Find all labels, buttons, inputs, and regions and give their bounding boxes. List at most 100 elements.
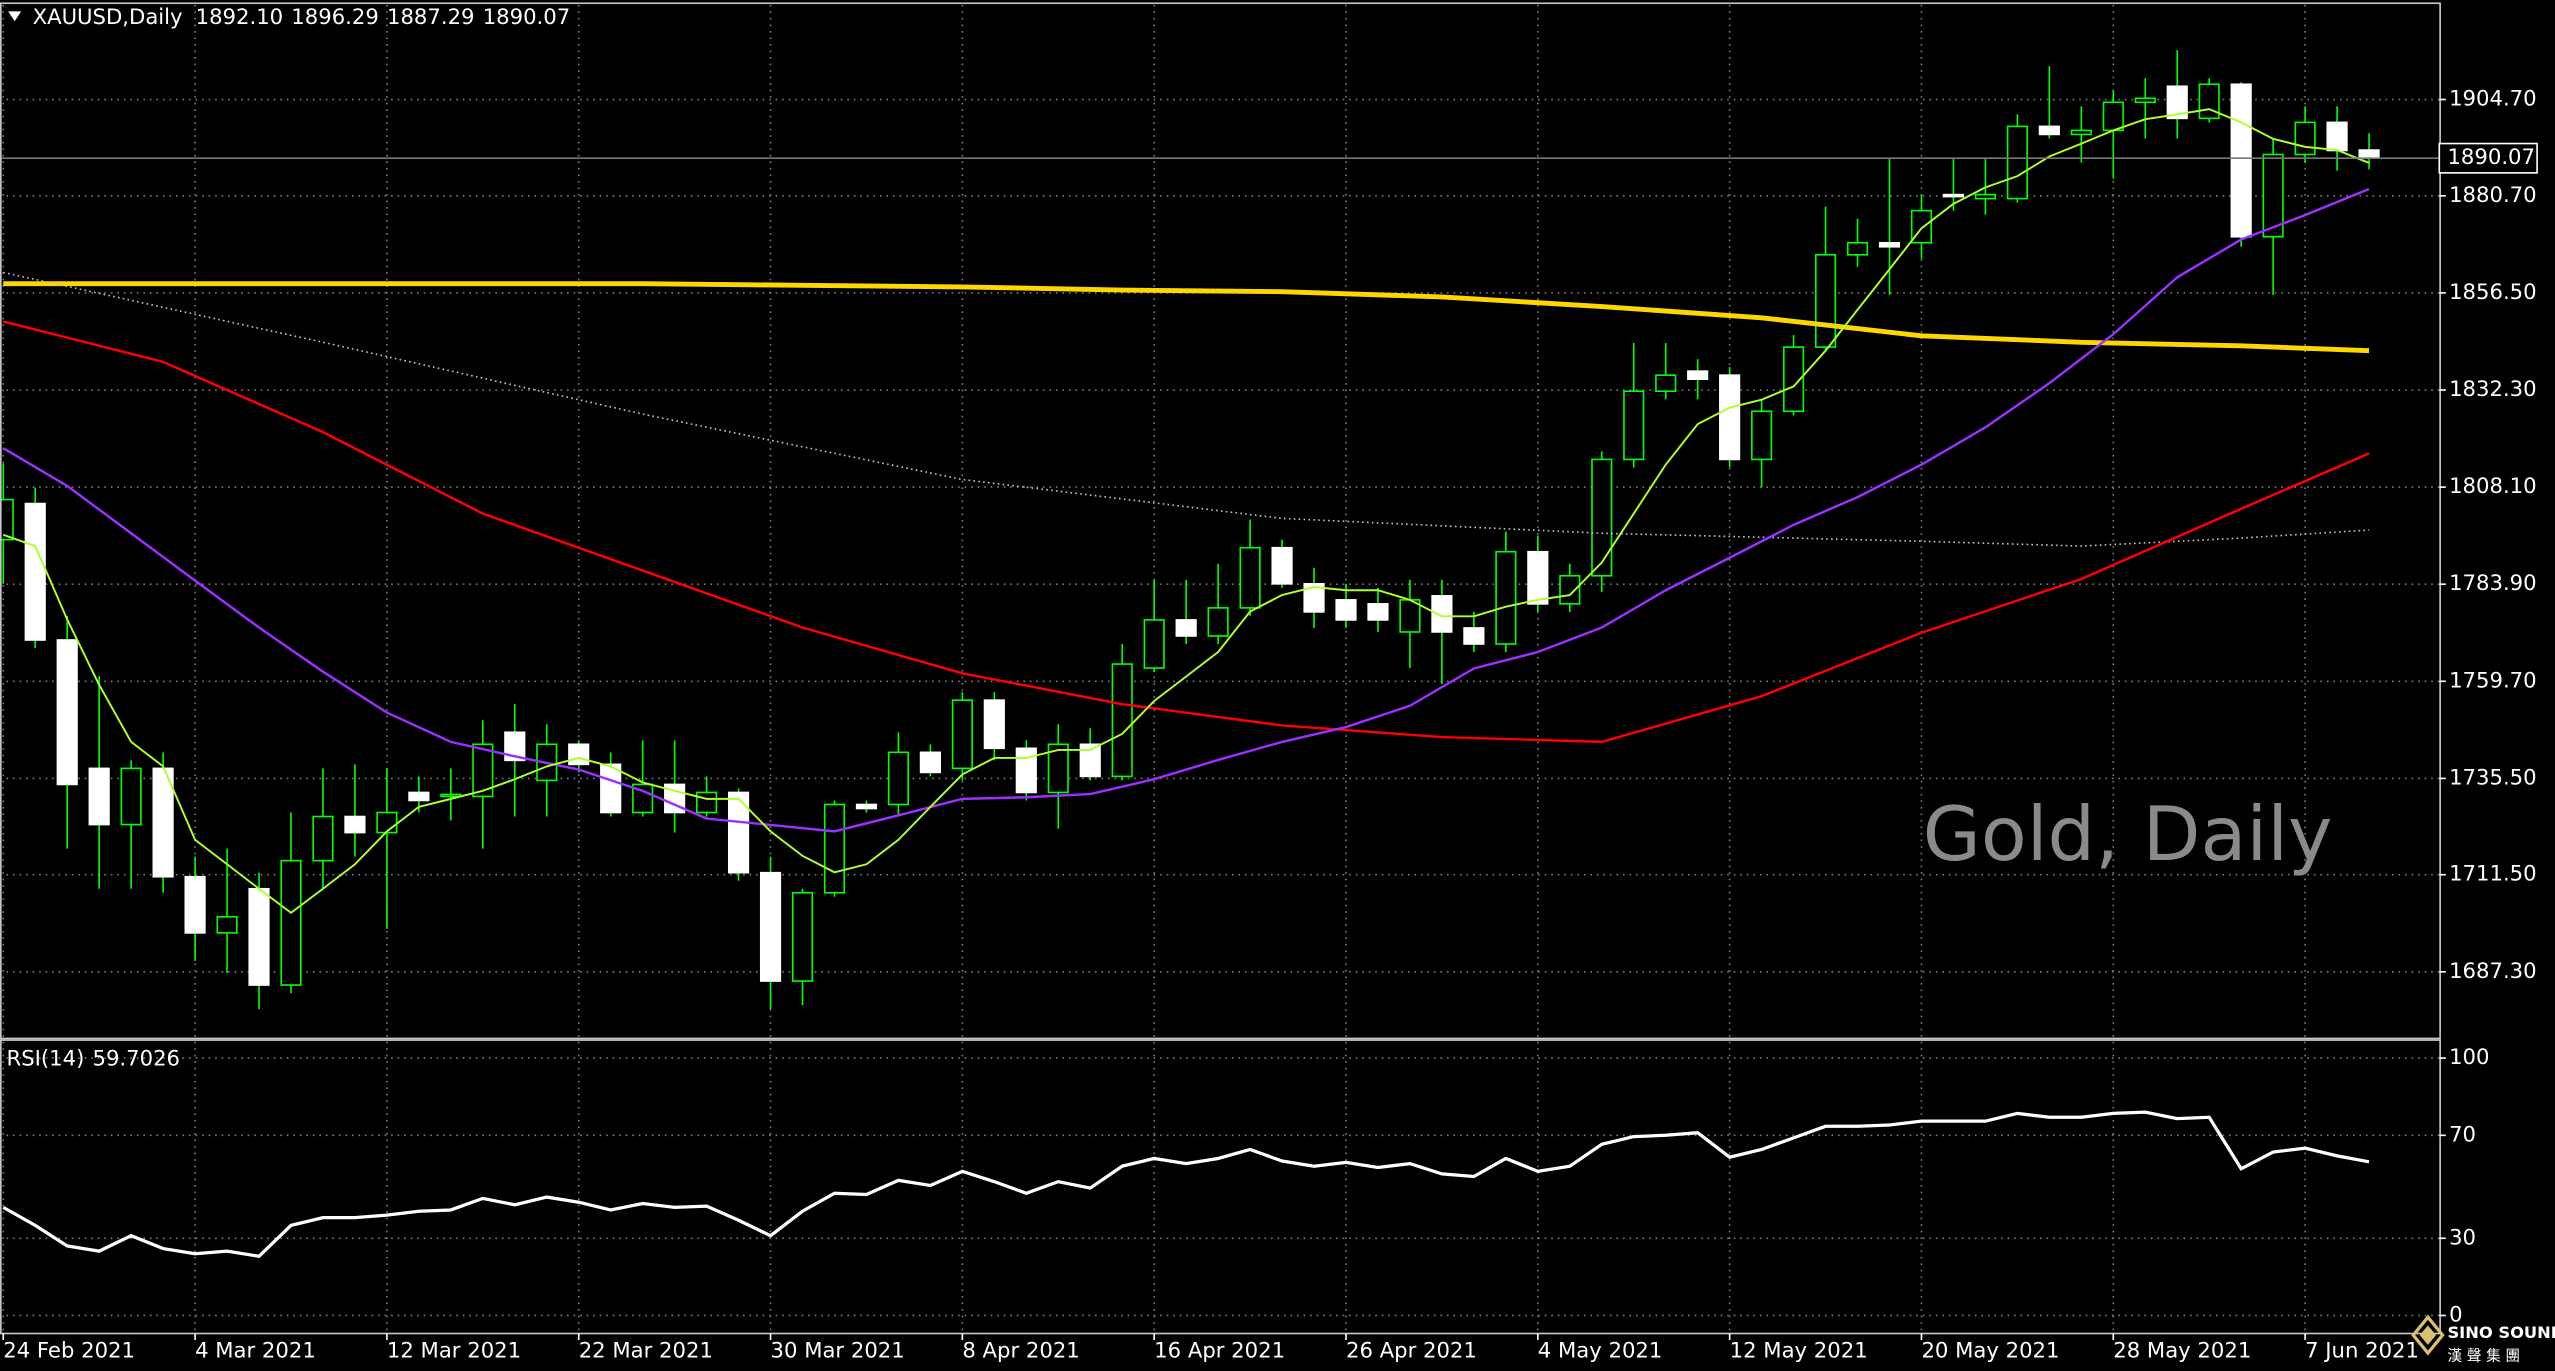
candle-body: [1143, 619, 1165, 669]
candle-body: [0, 498, 14, 541]
candle-body: [632, 783, 654, 814]
candle-body: [1335, 599, 1357, 621]
close-value: 1890.07: [483, 4, 571, 29]
candle-body: [88, 767, 110, 826]
x-tick-label: 8 Apr 2021: [962, 1337, 1079, 1362]
chart-header: XAUUSD,Daily 1892.10 1896.29 1887.29 1890.07: [33, 4, 571, 29]
candle-body: [1782, 346, 1805, 413]
candle-body: [1623, 390, 1645, 461]
moving-average: [3, 281, 2370, 354]
candle-body: [2038, 125, 2060, 136]
moving-average: [2, 187, 2370, 833]
candle-body: [2166, 85, 2188, 120]
candle-body: [1207, 607, 1229, 637]
candle-body: [951, 699, 973, 770]
logo-icon-inner: [2419, 1325, 2437, 1345]
candle-body: [1655, 374, 1677, 393]
candle-body: [1846, 241, 1869, 256]
candle-body: [1271, 546, 1293, 585]
logo-name: SINO SOUND: [2447, 1323, 2555, 1342]
candle-body: [791, 891, 814, 982]
x-tick-label: 22 Mar 2021: [579, 1337, 713, 1362]
candle-body: [983, 699, 1005, 750]
candle-body: [823, 803, 846, 894]
high-value: 1896.29: [291, 4, 379, 29]
y-tick-label: 1711.50: [2449, 861, 2537, 886]
x-tick-label: 4 May 2021: [1538, 1337, 1663, 1362]
x-tick-label: 12 May 2021: [1730, 1337, 1868, 1362]
x-tick-label: 20 May 2021: [1921, 1337, 2059, 1362]
symbol: XAUUSD,Daily: [33, 4, 183, 29]
candle-body: [1687, 370, 1709, 380]
candle-body: [2070, 129, 2092, 136]
candle-body: [120, 767, 142, 826]
moving-average: [2, 108, 2370, 915]
candle-body: [1591, 458, 1613, 577]
x-tick-label: 30 Mar 2021: [771, 1337, 905, 1362]
candle-body: [696, 791, 718, 814]
candle-body: [1111, 663, 1133, 778]
candle-body: [248, 887, 270, 986]
x-tick-label: 7 Jun 2021: [2305, 1337, 2419, 1362]
candle-body: [408, 791, 430, 802]
candle-body: [2230, 83, 2252, 238]
candle-body: [1463, 627, 1485, 645]
candle-body: [759, 871, 782, 982]
candle-body: [152, 767, 174, 878]
y-tick-label: 1687.30: [2449, 958, 2537, 983]
candle-body: [24, 502, 46, 641]
x-tick-label: 16 Apr 2021: [1154, 1337, 1285, 1362]
candle-body: [472, 743, 494, 798]
rsi-tick-label: 30: [2449, 1224, 2476, 1249]
candle-body: [1431, 595, 1453, 633]
candle-body: [1399, 599, 1421, 633]
candle-body: [376, 811, 398, 834]
candle-body: [1974, 193, 1996, 200]
plot-area: [0, 50, 2440, 1259]
last-price-label: 1890.07: [2447, 144, 2535, 169]
candle-body: [280, 859, 302, 986]
rsi-tick-label: 0: [2449, 1301, 2462, 1326]
candle-body: [1559, 574, 1581, 605]
candle-body: [1942, 193, 1965, 198]
logo-icon: [2411, 1314, 2445, 1356]
candle-body: [1367, 603, 1389, 621]
x-tick-label: 12 Mar 2021: [387, 1337, 521, 1362]
candle-body: [2134, 97, 2156, 104]
candle-body: [1047, 743, 1069, 794]
rsi-line: [2, 1110, 2370, 1259]
candle-body: [184, 875, 206, 934]
candle-body: [216, 916, 238, 934]
candle-body: [855, 803, 878, 810]
candle-body: [2262, 153, 2284, 238]
y-tick-label: 1856.50: [2449, 279, 2537, 304]
last-price-box: [2438, 142, 2538, 174]
candle-body: [919, 751, 941, 774]
candle-body: [2006, 125, 2028, 200]
rsi-tick-label: 70: [2449, 1121, 2476, 1146]
candle-body: [1527, 550, 1549, 605]
candle-body: [2326, 121, 2348, 152]
rsi-pane-border: [0, 1039, 2441, 1335]
low-value: 1887.29: [387, 4, 475, 29]
x-tick-label: 26 Apr 2021: [1346, 1337, 1477, 1362]
watermark: Gold, Daily: [1923, 790, 2333, 878]
candle-body: [1495, 550, 1517, 645]
candle-body: [1239, 546, 1261, 609]
y-tick-label: 1783.90: [2449, 570, 2537, 595]
candle-body: [1878, 241, 1901, 248]
labels: 1904.70 1880.70 1856.50 1832.30 1808.10 1783.…: [2, 86, 2538, 1362]
x-tick-label: 4 Mar 2021: [195, 1337, 316, 1362]
x-tick-label: 24 Feb 2021: [3, 1337, 135, 1362]
candle-body: [312, 815, 334, 862]
candle-body: [2102, 101, 2124, 132]
candle-body: [727, 791, 750, 874]
candle-body: [1015, 747, 1037, 794]
candle-body: [600, 763, 622, 814]
candle-body: [1079, 743, 1101, 778]
candle-body: [2198, 83, 2220, 120]
moving-average: [2, 320, 2370, 744]
y-tick-label: 1904.70: [2449, 86, 2537, 111]
